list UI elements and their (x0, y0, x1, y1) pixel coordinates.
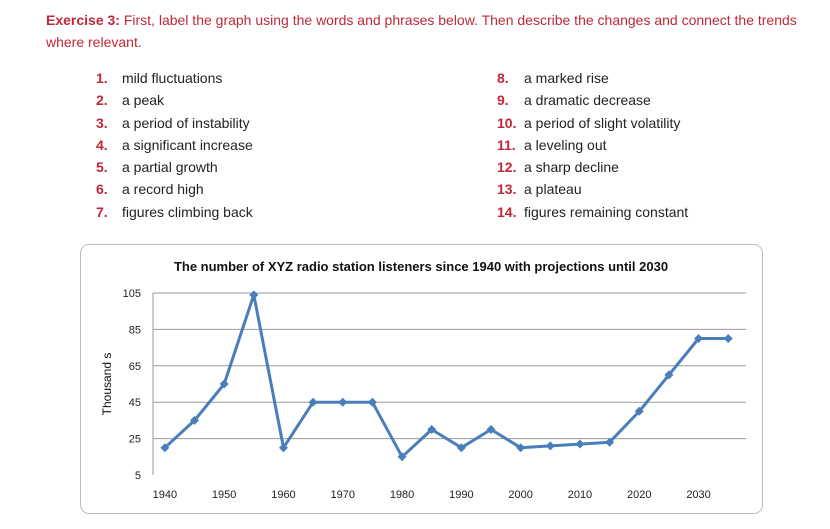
exercise-label: Exercise 3: (46, 12, 120, 28)
x-tick-label: 2020 (627, 489, 651, 501)
item-text: a record high (122, 181, 204, 198)
data-point (516, 443, 526, 453)
word-list-left: 1. mild fluctuations 2. a peak 3. a period … (96, 67, 253, 223)
item-number: 14. (497, 203, 517, 220)
chart-title: The number of XYZ radio station listener… (174, 259, 668, 274)
item-text: a partial growth (122, 159, 218, 176)
data-point (160, 443, 170, 453)
item-number: 9. (497, 92, 509, 109)
exercise-text: First, label the graph using the words a… (46, 12, 797, 50)
list-item: 14. figures remaining constant (497, 201, 688, 223)
item-text: figures remaining constant (524, 203, 689, 220)
x-tick-label: 1970 (331, 489, 355, 501)
data-point (723, 334, 733, 343)
chart-frame (80, 244, 763, 514)
item-number: 13. (497, 181, 517, 198)
list-item: 11. a leveling out (497, 134, 688, 156)
item-number: 1. (96, 70, 108, 86)
x-tick-label: 2000 (508, 489, 532, 501)
y-tick-label: 105 (123, 288, 141, 300)
item-number: 10. (497, 114, 517, 131)
list-item: 10. a period of slight volatility (497, 112, 688, 134)
data-point (486, 425, 496, 434)
list-item: 13. a plateau (497, 178, 688, 200)
data-point (367, 397, 377, 407)
list-item: 4. a significant increase (96, 134, 253, 156)
data-point (249, 290, 259, 300)
item-number: 11. (497, 136, 516, 153)
item-text: mild fluctuations (122, 70, 223, 86)
item-number: 3. (96, 114, 108, 131)
item-text: figures climbing back (122, 203, 253, 220)
item-number: 2. (96, 92, 108, 109)
y-tick-label: 45 (129, 397, 141, 409)
item-text: a marked rise (524, 70, 609, 86)
list-item: 6. a record high (96, 178, 253, 200)
list-item: 12. a sharp decline (497, 156, 688, 178)
x-tick-label: 2030 (686, 489, 710, 501)
item-text: a period of instability (122, 114, 250, 131)
item-text: a leveling out (524, 136, 607, 153)
item-number: 5. (96, 159, 108, 176)
data-point (545, 441, 555, 451)
item-number: 7. (96, 203, 108, 220)
data-point (575, 439, 585, 449)
list-item: 2. a peak (96, 89, 253, 111)
item-text: a dramatic decrease (524, 92, 651, 109)
data-point (664, 370, 674, 380)
x-tick-label: 1980 (390, 489, 414, 501)
data-point (278, 443, 288, 453)
data-point (397, 452, 407, 462)
y-tick-label: 25 (129, 434, 141, 446)
data-point (605, 437, 615, 447)
item-text: a peak (122, 92, 165, 109)
x-tick-label: 1990 (449, 489, 473, 501)
list-item: 1. mild fluctuations (96, 67, 253, 89)
data-point (634, 406, 644, 416)
data-point (427, 425, 437, 434)
data-point (219, 379, 229, 389)
y-tick-label: 5 (135, 470, 141, 482)
x-tick-label: 2010 (568, 489, 592, 501)
item-number: 8. (497, 70, 509, 86)
y-axis-label: Thousand s (100, 353, 114, 416)
item-text: a period of slight volatility (524, 114, 681, 131)
list-item: 8. a marked rise (497, 67, 688, 89)
item-number: 4. (96, 136, 108, 153)
exercise-instructions: Exercise 3: First, label the graph using… (46, 9, 806, 53)
list-item: 5. a partial growth (96, 156, 253, 178)
y-tick-label: 65 (129, 361, 141, 373)
data-point (456, 443, 466, 453)
x-tick-label: 1940 (153, 489, 177, 501)
item-text: a plateau (524, 181, 582, 198)
list-item: 3. a period of instability (96, 112, 253, 134)
data-point (308, 397, 318, 407)
series-line (163, 293, 729, 459)
word-list-right: 8. a marked rise 9. a dramatic decrease 10… (497, 67, 688, 223)
item-text: a sharp decline (524, 159, 619, 176)
data-point (338, 397, 348, 407)
data-point (694, 334, 704, 343)
x-tick-label: 1960 (271, 489, 295, 501)
list-item: 9. a dramatic decrease (497, 89, 688, 111)
item-number: 12. (497, 159, 517, 176)
x-tick-label: 1950 (212, 489, 236, 501)
item-text: a significant increase (122, 136, 253, 153)
y-tick-label: 85 (129, 324, 141, 336)
list-item: 7. figures climbing back (96, 201, 253, 223)
item-number: 6. (96, 181, 108, 198)
data-point (190, 415, 200, 425)
